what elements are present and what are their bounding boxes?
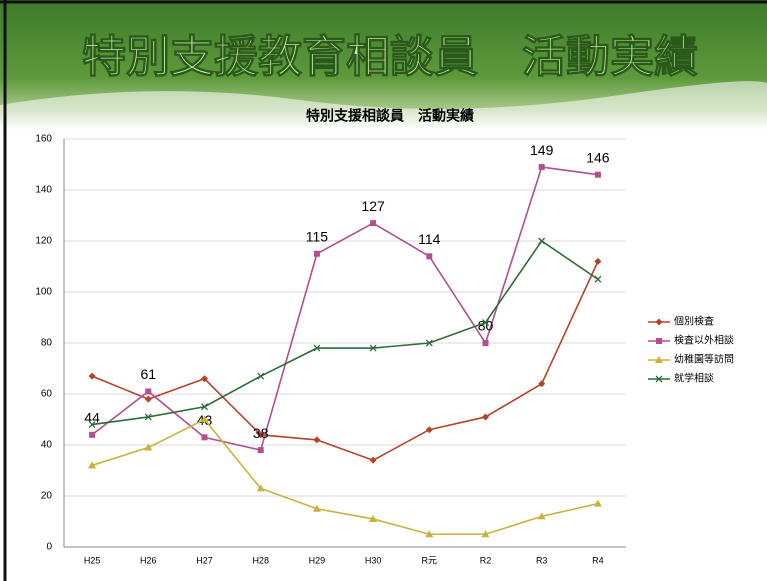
data-label: 80	[478, 318, 494, 334]
marker	[594, 258, 601, 265]
x-tick-label: H26	[140, 555, 157, 565]
x-tick-label: H25	[84, 555, 101, 565]
y-tick-label: 120	[35, 236, 52, 247]
slide: 特別支援教育相談員 活動実績 特別支援相談員 活動実績 0 20 40 60 80 100…	[0, 0, 767, 581]
legend-label: 個別検査	[674, 315, 714, 328]
x-tick-label: H29	[309, 555, 326, 565]
y-tick-label: 60	[41, 389, 53, 400]
marker	[538, 380, 545, 387]
marker	[313, 436, 320, 443]
marker	[370, 220, 376, 226]
y-tick-label: 0	[46, 542, 52, 553]
page-title: 特別支援教育相談員 活動実績	[82, 33, 698, 82]
marker	[314, 251, 320, 257]
chart: 特別支援教育相談員 活動実績 特別支援相談員 活動実績 0 20 40 60 80 100…	[0, 0, 767, 581]
x-tick-label: H30	[365, 555, 382, 565]
data-label: 146	[586, 149, 610, 165]
legend-label: 検査以外相談	[674, 334, 734, 347]
marker	[595, 276, 601, 282]
data-label: 38	[253, 425, 269, 441]
series-line	[92, 167, 598, 450]
y-tick-label: 40	[41, 440, 53, 451]
data-label: 115	[306, 228, 329, 244]
legend-label: 幼稚園等訪問	[674, 353, 734, 366]
x-tick-label: R4	[592, 555, 604, 565]
x-tick-label: H28	[252, 555, 269, 565]
marker	[258, 373, 264, 379]
marker	[595, 172, 601, 178]
marker	[145, 396, 152, 403]
legend-label: 就学相談	[674, 372, 714, 385]
series-line	[92, 241, 598, 425]
marker	[483, 340, 489, 346]
y-tick-label: 100	[35, 287, 52, 298]
x-tick-label: R2	[480, 555, 492, 565]
marker	[89, 432, 95, 438]
marker	[656, 338, 662, 344]
y-tick-label: 140	[35, 185, 52, 196]
data-label: 114	[418, 231, 441, 247]
marker	[426, 253, 432, 259]
chart-title: 特別支援相談員 活動実績	[306, 108, 474, 124]
marker	[145, 388, 151, 394]
data-label: 127	[361, 198, 385, 214]
x-tick-label: R元	[422, 555, 438, 565]
y-tick-label: 20	[41, 491, 53, 502]
marker	[594, 500, 602, 507]
x-tick-label: H27	[196, 555, 213, 565]
marker	[258, 447, 264, 453]
y-tick-label: 160	[35, 134, 52, 145]
marker	[426, 426, 433, 433]
y-tick-label: 80	[41, 338, 53, 349]
data-label: 61	[141, 366, 157, 382]
marker	[539, 164, 545, 170]
data-label: 149	[530, 142, 554, 158]
marker	[202, 434, 208, 440]
marker	[482, 413, 489, 420]
marker	[370, 457, 377, 464]
x-tick-label: R3	[536, 555, 548, 565]
series-line	[92, 420, 598, 535]
marker	[89, 373, 96, 380]
marker	[656, 319, 663, 326]
series-line	[92, 261, 598, 460]
